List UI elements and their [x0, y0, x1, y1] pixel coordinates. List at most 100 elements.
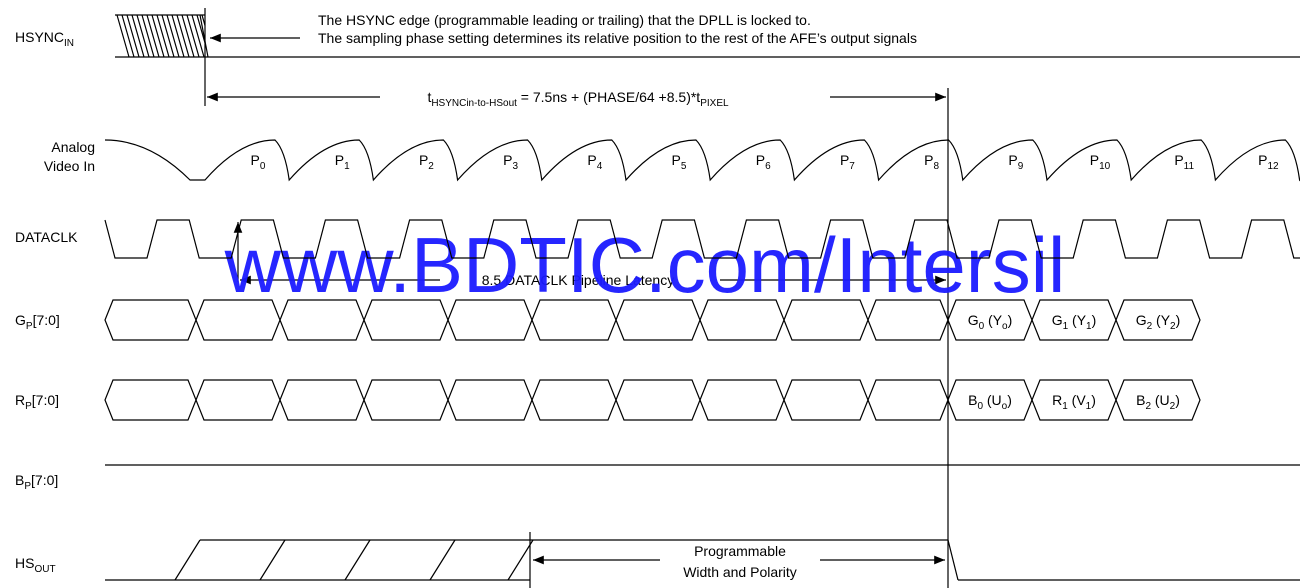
hsout-transition: [507, 539, 534, 581]
text-part: HS: [15, 555, 34, 571]
text-part: 11: [1184, 161, 1195, 172]
text-part: ): [1175, 392, 1180, 408]
hsout-transition: [344, 539, 371, 581]
latency-label: 8.5 DATACLK Pipeline Latency: [482, 272, 674, 288]
text-part: P: [335, 152, 344, 168]
hatch: [126, 14, 140, 58]
text-part: P: [419, 152, 428, 168]
pixel-label: P7: [840, 152, 855, 172]
signal-label: GP[7:0]: [15, 312, 60, 332]
bus-segment: [699, 379, 785, 421]
text-part: ): [1092, 312, 1097, 328]
text-part: B: [1136, 392, 1145, 408]
hatch: [171, 14, 185, 58]
text-part: ): [1007, 392, 1012, 408]
text-part: 0: [979, 321, 985, 332]
text-part: IN: [64, 38, 74, 49]
text-part: (Y: [1152, 312, 1171, 328]
text-part: 1: [1063, 321, 1069, 332]
hatch: [166, 14, 180, 58]
text-part: B: [15, 472, 24, 488]
text-part: (U: [1151, 392, 1170, 408]
hatch: [191, 14, 205, 58]
text-part: ): [1008, 312, 1013, 328]
text-part: P: [251, 152, 260, 168]
text-part: HSYNCin-to-HSout: [431, 98, 517, 109]
pixel-label: P6: [756, 152, 771, 172]
hsout-transition: [174, 539, 201, 581]
text-part: (U: [983, 392, 1002, 408]
text-part: P: [587, 152, 596, 168]
bus-label: R1 (V1): [1052, 392, 1096, 412]
bus-label: G2 (Y2): [1136, 312, 1181, 332]
text-part: 2: [1170, 321, 1176, 332]
pixel-label: P2: [419, 152, 434, 172]
pixel-label: P5: [672, 152, 687, 172]
text-part: 8: [933, 161, 939, 172]
text-part: 2: [428, 161, 434, 172]
text-part: 9: [1018, 161, 1024, 172]
hs-note: Programmable: [694, 543, 786, 559]
signal-label: HSOUT: [15, 555, 56, 575]
hatch: [186, 14, 200, 58]
hatch: [121, 14, 135, 58]
text-part: P: [1174, 152, 1183, 168]
text-part: P: [924, 152, 933, 168]
text-part: R: [1052, 392, 1062, 408]
text-part: P: [1008, 152, 1017, 168]
text-part: [7:0]: [32, 392, 59, 408]
text-part: 7: [849, 161, 855, 172]
hatch: [131, 14, 145, 58]
hsout-transition: [429, 539, 456, 581]
bus-segment: [615, 379, 701, 421]
bus-segment: [867, 379, 949, 421]
bus-segment: [531, 379, 617, 421]
hatch: [161, 14, 175, 58]
note-line: The HSYNC edge (programmable leading or …: [318, 12, 811, 28]
bus-segment: [104, 299, 197, 341]
text-part: 10: [1099, 161, 1111, 172]
text-part: = 7.5ns + (PHASE/64 +8.5)*t: [517, 89, 700, 105]
note-line: The sampling phase setting determines it…: [318, 30, 917, 46]
text-part: 4: [597, 161, 603, 172]
text-part: 2: [1147, 321, 1153, 332]
text-part: 0: [977, 401, 983, 412]
watermark: www.BDTIC.com/Intersil: [224, 221, 1066, 309]
text-part: 1: [1086, 321, 1092, 332]
text-part: PIXEL: [700, 98, 729, 109]
analog-wave: [104, 139, 1300, 182]
text-part: 3: [512, 161, 518, 172]
text-part: 6: [765, 161, 771, 172]
text-part: 1: [344, 161, 350, 172]
signal-label: Video In: [44, 158, 95, 174]
bus-segment: [1115, 299, 1201, 341]
text-part: 2: [1145, 401, 1151, 412]
waveforms: [105, 8, 1300, 588]
text-part: o: [1002, 401, 1008, 412]
pixel-label: P11: [1174, 152, 1194, 172]
dataclk-wave: [104, 219, 1300, 259]
text-part: HSYNC: [15, 29, 64, 45]
text-part: P: [1258, 152, 1267, 168]
text-part: P: [756, 152, 765, 168]
text-part: ): [1091, 392, 1096, 408]
text-part: P: [840, 152, 849, 168]
text-part: 0: [260, 161, 266, 172]
text-part: [7:0]: [31, 472, 58, 488]
text-part: 1: [1062, 401, 1068, 412]
text-part: t: [427, 89, 431, 105]
hatch: [196, 14, 206, 44]
pixel-label: P0: [251, 152, 266, 172]
text-part: P: [24, 481, 31, 492]
signal-label: DATACLK: [15, 229, 78, 245]
pixel-label: P1: [335, 152, 350, 172]
text-part: B: [968, 392, 977, 408]
text-part: [7:0]: [33, 312, 60, 328]
text-part: R: [15, 392, 25, 408]
text-part: P: [1090, 152, 1099, 168]
text-part: G: [1052, 312, 1063, 328]
text-part: P: [503, 152, 512, 168]
bus-segment: [1115, 379, 1201, 421]
signal-label: Analog: [51, 139, 95, 155]
